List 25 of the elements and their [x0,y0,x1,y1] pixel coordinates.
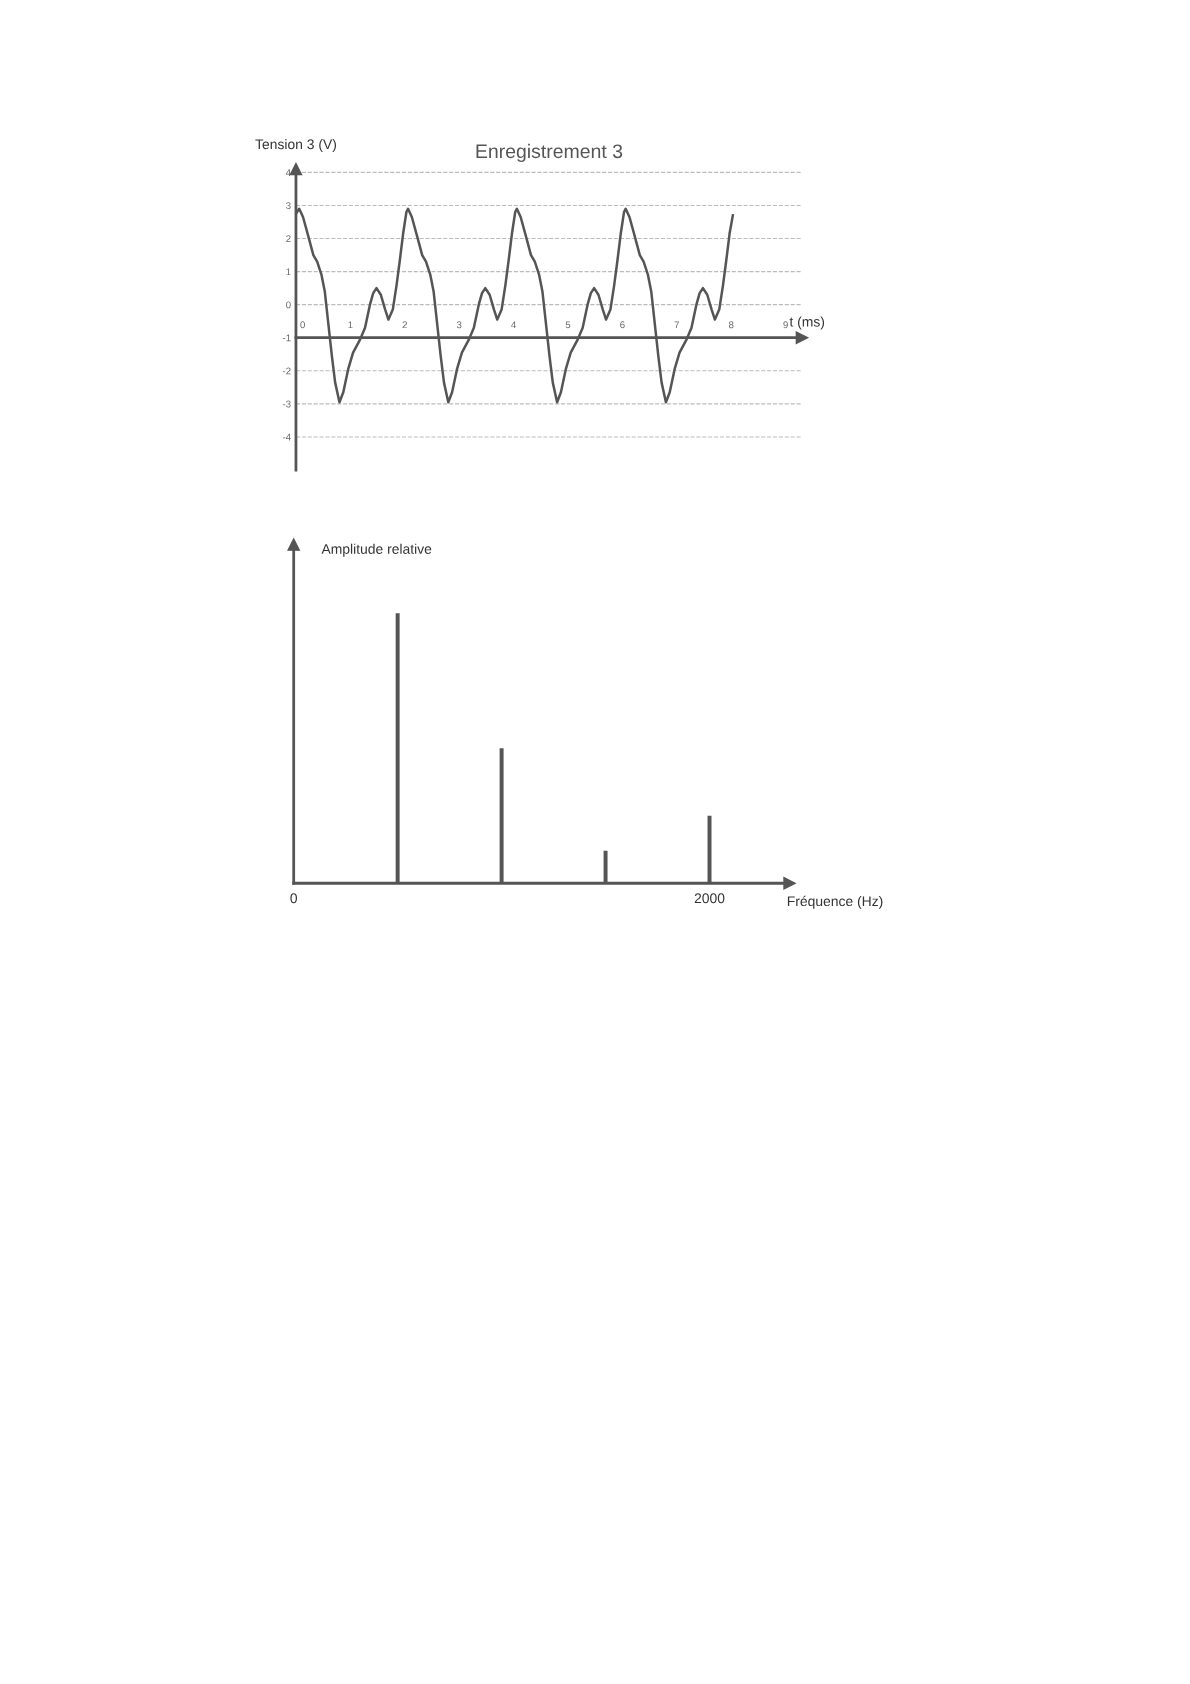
x-tick-label: 1 [348,321,353,329]
x-axis-title: Fréquence (Hz) [787,895,883,909]
x-tick-label: 3 [456,321,462,329]
x-tick-label: 9 [783,321,788,329]
y-tick-label: -4 [282,433,291,441]
y-tick-label: 4 [285,169,291,176]
x-tick-label: 0 [300,321,305,329]
x-tick-label: 2000 [694,893,725,904]
chart-title: Enregistrement 3 [476,143,623,162]
x-axis-title: t (ms) [789,316,825,330]
y-tick-label: -2 [282,367,291,375]
x-tick-label: 8 [728,321,734,329]
y-axis-title: Amplitude relative [321,543,432,557]
y-tick-label: 2 [286,235,291,243]
x-tick-label: 4 [511,321,516,329]
y-tick-label: 1 [286,268,291,276]
y-axis-title: Tension 3 (V) [255,138,336,152]
y-tick-label: 0 [286,301,291,309]
y-tick-label: 3 [286,202,291,210]
x-tick-label: 6 [620,321,625,329]
x-tick-label: 2 [402,321,407,329]
y-tick-label: -3 [282,400,291,408]
x-tick-label: 7 [674,321,680,329]
x-tick-label: 5 [565,321,571,329]
y-tick-label: -1 [282,334,291,342]
